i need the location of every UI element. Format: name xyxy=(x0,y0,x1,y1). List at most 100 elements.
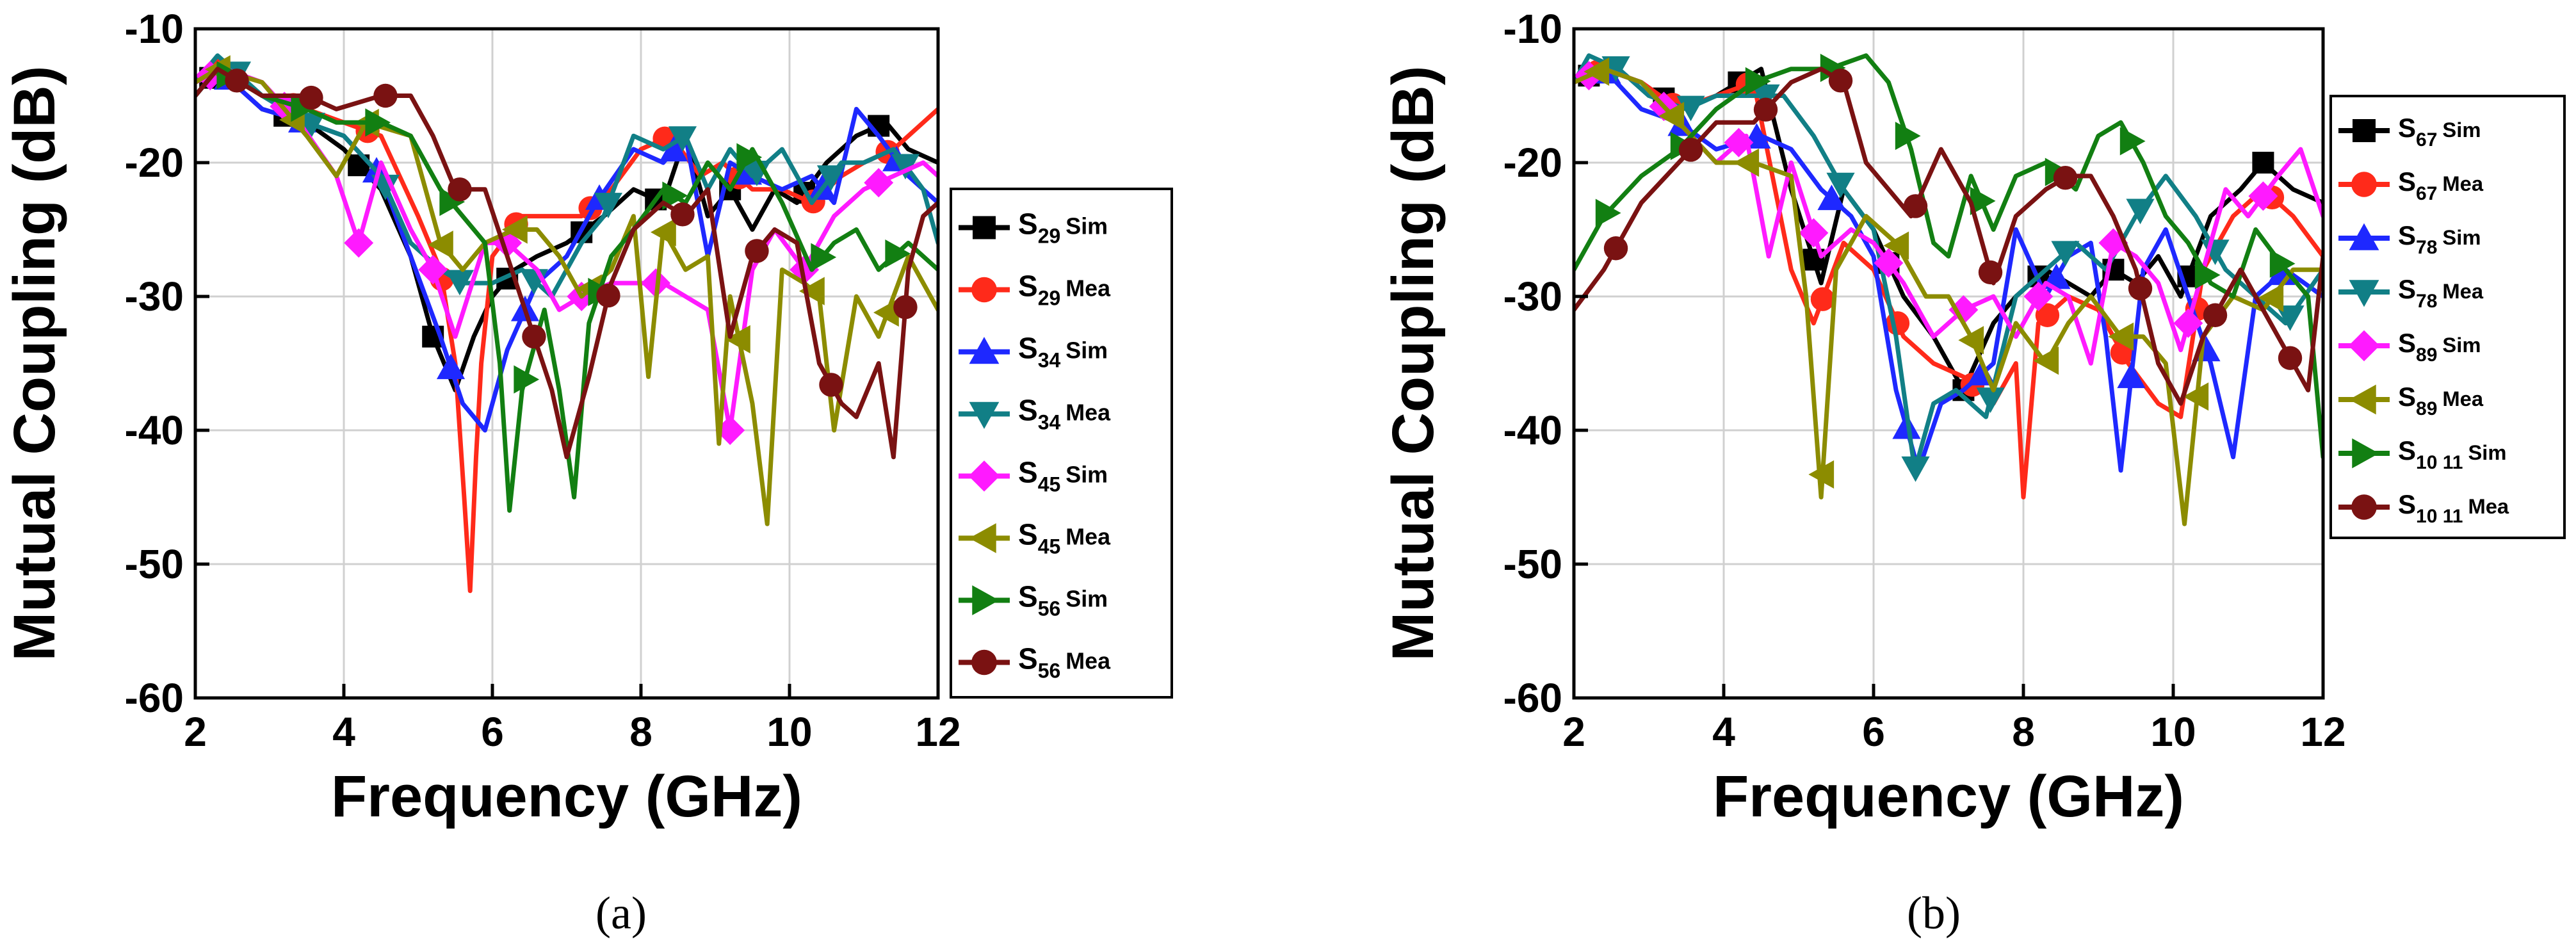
data-point-marker xyxy=(1885,311,1910,336)
y-tick-label: -20 xyxy=(1503,140,1563,186)
data-point-marker xyxy=(891,154,920,180)
data-point-marker xyxy=(502,215,528,244)
data-point-marker xyxy=(522,325,546,349)
x-tick-label: 8 xyxy=(2012,709,2035,755)
data-point-marker xyxy=(1826,172,1855,198)
data-point-marker xyxy=(1678,138,1703,162)
legend-swatch-marker xyxy=(2349,223,2379,250)
legend-swatch-marker xyxy=(2352,438,2379,469)
panel-b-legend: S67 Sim S67 Mea S78 Sim S78 Mea S89 Sim S89 Mea S10 … xyxy=(2329,95,2566,539)
data-point-marker xyxy=(811,243,837,271)
legend-swatch-marker xyxy=(971,277,997,303)
legend-entry-label: S67 Sim xyxy=(2398,113,2481,150)
data-point-marker xyxy=(1584,57,1610,86)
data-point-marker xyxy=(816,165,846,191)
y-tick-label: -60 xyxy=(125,675,184,721)
panel-a-series-group xyxy=(195,53,938,594)
data-point-marker xyxy=(2126,198,2155,225)
legend-entry-label: S56 Mea xyxy=(1018,642,1111,683)
data-point-marker xyxy=(225,69,249,93)
panel-b-axes-frame xyxy=(1572,27,2325,700)
x-tick-label: 8 xyxy=(629,709,652,755)
data-point-marker xyxy=(864,168,894,198)
data-point-marker xyxy=(596,283,620,308)
legend-entry-label: S10 11 Sim xyxy=(2398,435,2507,473)
legend-entry-label: S34 Sim xyxy=(1018,332,1108,372)
data-point-marker xyxy=(299,85,323,110)
data-point-marker xyxy=(2173,308,2203,338)
y-tick-label: -30 xyxy=(1503,273,1563,320)
data-point-marker xyxy=(1817,184,1846,211)
legend-swatch-marker xyxy=(2351,172,2377,197)
data-point-marker xyxy=(371,174,400,200)
data-point-marker xyxy=(344,228,374,258)
x-tick-label: 4 xyxy=(1712,709,1735,755)
legend-swatch-marker xyxy=(971,649,997,676)
data-point-marker xyxy=(799,277,825,305)
data-point-marker xyxy=(1883,231,1909,260)
data-point-marker xyxy=(2053,165,2078,190)
data-point-marker xyxy=(1810,287,1835,311)
data-point-marker xyxy=(736,143,763,172)
legend-entry-label: S89 Mea xyxy=(2398,382,2484,419)
legend-swatch-marker xyxy=(973,216,996,239)
x-tick-label: 12 xyxy=(2300,709,2345,755)
legend-box xyxy=(2329,95,2566,539)
data-point-marker xyxy=(1874,248,1904,278)
y-tick-label: -10 xyxy=(1503,6,1563,52)
panel-b-series-group xyxy=(1574,53,2323,526)
x-tick-label: 4 xyxy=(332,709,355,755)
data-point-marker xyxy=(873,298,899,327)
data-point-marker xyxy=(2119,127,2146,156)
legend-swatch-marker xyxy=(2348,330,2380,362)
legend-entry-label: S78 Mea xyxy=(2398,274,2484,312)
data-point-marker xyxy=(2276,305,2305,331)
legend-entry-label: S89 Sim xyxy=(2398,328,2481,366)
legend-swatch-marker xyxy=(968,460,1000,492)
data-point-marker xyxy=(819,373,843,397)
data-point-marker xyxy=(1895,122,1921,150)
data-point-marker xyxy=(1595,198,1621,227)
legend-entry-label: S45 Mea xyxy=(1018,518,1111,558)
data-point-marker xyxy=(1976,387,2005,413)
data-point-marker xyxy=(2278,346,2303,370)
panel-a-axes-frame xyxy=(193,27,940,700)
y-tick-label: -50 xyxy=(125,541,184,587)
legend-entry-label: S10 11 Mea xyxy=(2398,489,2509,527)
data-point-marker xyxy=(1658,102,1685,131)
legend-entry-label: S56 Sim xyxy=(1018,580,1108,620)
data-point-marker xyxy=(2203,303,2228,327)
x-tick-label: 10 xyxy=(766,709,812,755)
legend-swatch-marker xyxy=(2349,384,2376,415)
y-tick-label: -10 xyxy=(125,6,184,52)
data-point-marker xyxy=(1978,260,2003,285)
data-point-marker xyxy=(2117,362,2146,389)
data-point-marker xyxy=(662,181,688,210)
panel-b-y-axis-title: Mutual Coupling (dB) xyxy=(1381,66,1446,661)
legend-box xyxy=(950,188,1173,699)
panel-a-y-axis-title: Mutual Coupling (dB) xyxy=(2,66,67,661)
legend-entry-label: S67 Mea xyxy=(2398,166,2484,204)
panel-a-chart: 2 4 6 8 10 12 -10 -20 -30 -40 -50 -60 Frequency (GHz… xyxy=(2,6,1173,829)
data-point-marker xyxy=(594,193,623,218)
data-point-marker xyxy=(2194,261,2221,289)
data-point-marker xyxy=(1958,326,1984,355)
data-point-marker xyxy=(1903,194,1928,218)
data-point-marker xyxy=(2023,282,2054,311)
legend-swatch-marker xyxy=(969,401,1000,429)
data-point-marker xyxy=(2033,346,2059,375)
data-point-marker xyxy=(2183,382,2209,411)
panel-a-x-axis-title: Frequency (GHz) xyxy=(331,764,802,829)
data-point-marker xyxy=(1820,53,1846,83)
data-point-marker xyxy=(1808,460,1835,489)
y-tick-label: -40 xyxy=(125,407,184,453)
legend-entry-label: S78 Sim xyxy=(2398,220,2481,258)
series-line-10-11-sim xyxy=(1574,53,2323,460)
data-point-marker xyxy=(514,365,540,394)
data-point-marker xyxy=(418,255,448,285)
data-point-marker xyxy=(1724,127,1754,158)
data-point-marker xyxy=(1603,236,1628,261)
legend-entry-label: S34 Mea xyxy=(1018,394,1111,434)
